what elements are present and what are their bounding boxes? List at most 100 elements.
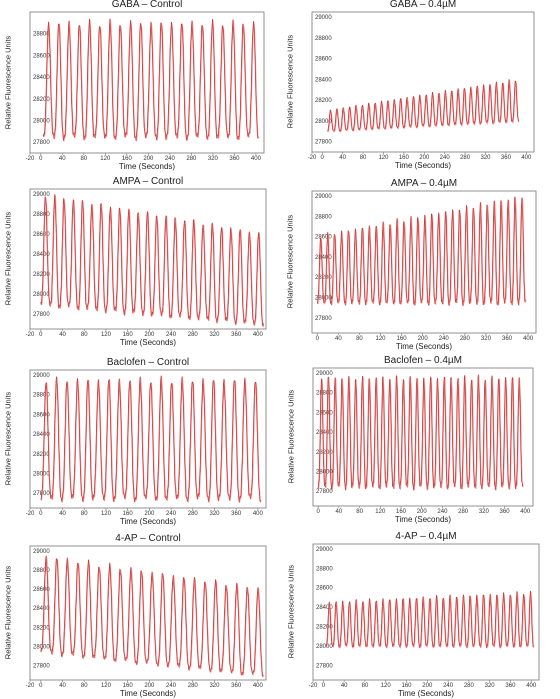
x-tick-label: 40: [59, 156, 66, 162]
y-tick-label: 28600: [33, 587, 50, 593]
x-tick-label: 120: [101, 511, 112, 517]
x-tick-label: 160: [123, 332, 134, 338]
x-tick-label: 120: [375, 509, 386, 515]
series-line: [40, 375, 262, 503]
x-tick-label: 280: [460, 155, 471, 161]
y-tick-label: 28400: [33, 252, 50, 258]
chart-title: 4-AP – Control: [115, 533, 181, 544]
x-tick-label: 200: [143, 156, 154, 162]
x-tick-label: 80: [80, 156, 87, 162]
series-line-shadow: [318, 375, 524, 492]
x-tick-label: -20: [308, 155, 317, 161]
x-tick-label: 240: [166, 511, 177, 517]
x-tick-label: 280: [188, 511, 199, 517]
x-tick-label: 120: [381, 683, 392, 689]
series-line-shadow: [326, 592, 535, 650]
x-tick-label: 160: [402, 683, 413, 689]
y-tick-label: 28400: [33, 432, 50, 438]
y-tick-label: 28200: [316, 625, 333, 631]
chart-svg: -20 0 40 80 120 160 200 240 280 320 360 400 27800 280…: [308, 11, 535, 161]
chart-svg: -20 0 40 80 120 160 200 240 280 320 360 400 27800 280…: [26, 11, 265, 162]
x-tick-label: -20: [26, 156, 35, 162]
plot-frame: [311, 190, 537, 334]
x-tick-label: 320: [481, 155, 492, 161]
y-tick-label: 28600: [315, 57, 332, 63]
plot-frame: [29, 188, 267, 330]
x-tick-label: 0: [39, 683, 43, 689]
x-tick-label: 320: [479, 509, 490, 515]
y-tick-label: 29000: [33, 192, 50, 198]
x-tick-label: 40: [335, 336, 342, 342]
x-tick-label: 240: [440, 155, 451, 161]
y-tick-label: 28000: [315, 119, 332, 125]
series-line-shadow: [43, 19, 260, 142]
x-tick-label: 400: [523, 336, 534, 342]
x-tick-label: 400: [253, 511, 264, 517]
x-tick-label: 0: [39, 332, 43, 338]
x-tick-label: 360: [501, 155, 512, 161]
series-line-shadow: [41, 556, 265, 679]
chart-title: GABA – Control: [111, 0, 183, 10]
x-tick-label: 120: [101, 683, 112, 689]
x-tick-label: 0: [322, 683, 326, 689]
x-tick-label: 80: [81, 511, 88, 517]
x-tick-label: 0: [316, 336, 320, 342]
x-tick-label: 280: [458, 509, 469, 515]
x-tick-label: 120: [376, 336, 387, 342]
y-tick-label: 28200: [316, 450, 333, 456]
y-tick-label: 28200: [33, 97, 50, 103]
x-tick-label: 120: [378, 155, 389, 161]
chart-panel: GABA – Control Relative Fluorescence Unit…: [0, 0, 280, 172]
x-axis-label: Time (Seconds): [394, 515, 452, 524]
chart-panel: Baclofen – 0.4µM Relative Fluorescence Un…: [280, 352, 560, 524]
x-tick-label: 200: [422, 683, 433, 689]
y-tick-label: 28400: [315, 77, 332, 83]
x-tick-label: -20: [26, 683, 35, 689]
y-tick-label: 28800: [316, 391, 333, 397]
y-tick-label: 28400: [33, 75, 50, 81]
chart-panel: 4-AP – Control Relative Fluorescence Unit…: [0, 528, 280, 699]
x-tick-label: 360: [502, 336, 513, 342]
x-tick-label: -20: [26, 511, 35, 517]
chart-svg: -20 0 40 80 120 160 200 240 280 320 360 400 27800 280…: [26, 545, 267, 689]
x-tick-label: 200: [144, 511, 155, 517]
plot-frame: [311, 11, 535, 153]
y-tick-label: 28800: [33, 568, 50, 574]
y-tick-label: 28200: [33, 452, 50, 458]
series-line-shadow: [327, 80, 520, 133]
x-axis-label: Time (Seconds): [397, 689, 455, 698]
y-tick-label: 29000: [316, 371, 333, 377]
x-tick-label: 200: [417, 509, 428, 515]
x-tick-label: 320: [209, 332, 220, 338]
y-tick-label: 28400: [316, 605, 333, 611]
x-tick-label: 400: [253, 332, 264, 338]
x-tick-label: 80: [81, 332, 88, 338]
y-tick-label: 28200: [33, 272, 50, 278]
x-tick-label: 320: [209, 683, 220, 689]
x-tick-label: 40: [341, 683, 348, 689]
y-tick-label: 27800: [315, 140, 332, 146]
chart-svg: -20 0 40 80 120 160 200 240 280 320 360 400 27800 280…: [309, 543, 540, 689]
x-tick-label: 80: [360, 155, 367, 161]
plot-frame: [312, 543, 540, 681]
y-tick-label: 28600: [316, 410, 333, 416]
x-tick-label: 40: [339, 155, 346, 161]
y-tick-label: 28200: [33, 625, 50, 631]
chart-panel: GABA – 0.4µM Relative Fluorescence Units T…: [280, 0, 560, 172]
series-line: [325, 590, 535, 649]
x-tick-label: 80: [356, 509, 363, 515]
x-tick-label: 320: [481, 336, 492, 342]
x-tick-label: 240: [437, 509, 448, 515]
x-axis-label: Time (Seconds): [119, 517, 177, 526]
x-axis-label: Time (Seconds): [119, 338, 177, 347]
plot-frame: [312, 367, 534, 507]
x-tick-label: 360: [231, 511, 242, 517]
x-tick-label: 120: [101, 332, 112, 338]
x-axis-label: Time (Seconds): [118, 162, 176, 171]
x-tick-label: 160: [123, 683, 134, 689]
x-tick-label: 200: [144, 683, 155, 689]
x-tick-label: 360: [231, 332, 242, 338]
y-tick-label: 29000: [33, 549, 50, 555]
x-tick-label: 200: [144, 332, 155, 338]
x-axis-label: Time (Seconds): [394, 161, 452, 170]
